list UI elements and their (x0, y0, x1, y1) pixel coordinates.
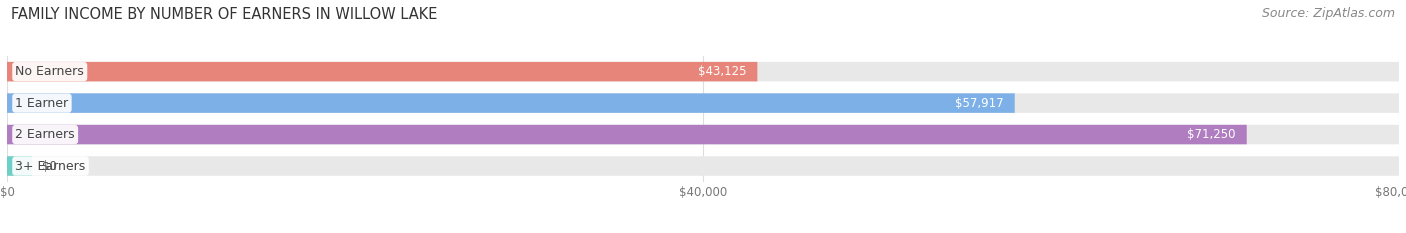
FancyBboxPatch shape (7, 125, 1399, 144)
Text: 1 Earner: 1 Earner (15, 97, 69, 110)
FancyBboxPatch shape (7, 93, 1015, 113)
Text: $43,125: $43,125 (697, 65, 747, 78)
FancyBboxPatch shape (7, 62, 758, 81)
FancyBboxPatch shape (7, 93, 1399, 113)
Text: FAMILY INCOME BY NUMBER OF EARNERS IN WILLOW LAKE: FAMILY INCOME BY NUMBER OF EARNERS IN WI… (11, 7, 437, 22)
Text: $71,250: $71,250 (1187, 128, 1236, 141)
FancyBboxPatch shape (7, 156, 32, 176)
Text: Source: ZipAtlas.com: Source: ZipAtlas.com (1261, 7, 1395, 20)
Text: No Earners: No Earners (15, 65, 84, 78)
Text: $57,917: $57,917 (955, 97, 1004, 110)
FancyBboxPatch shape (7, 156, 1399, 176)
Text: $0: $0 (42, 160, 56, 172)
FancyBboxPatch shape (7, 125, 1247, 144)
Text: 2 Earners: 2 Earners (15, 128, 75, 141)
Text: 3+ Earners: 3+ Earners (15, 160, 86, 172)
FancyBboxPatch shape (7, 62, 1399, 81)
